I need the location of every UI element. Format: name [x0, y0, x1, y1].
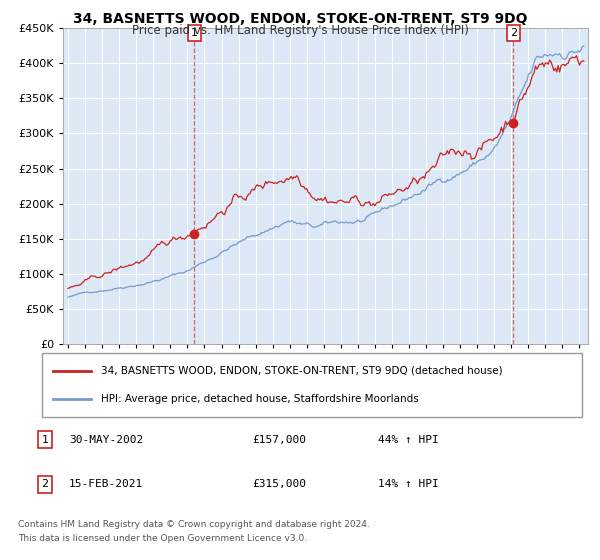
- Text: Contains HM Land Registry data © Crown copyright and database right 2024.: Contains HM Land Registry data © Crown c…: [18, 520, 370, 529]
- Text: £157,000: £157,000: [252, 435, 306, 445]
- Text: This data is licensed under the Open Government Licence v3.0.: This data is licensed under the Open Gov…: [18, 534, 307, 543]
- Text: 1: 1: [191, 28, 198, 38]
- Text: 30-MAY-2002: 30-MAY-2002: [69, 435, 143, 445]
- Text: 14% ↑ HPI: 14% ↑ HPI: [378, 479, 439, 489]
- Text: Price paid vs. HM Land Registry's House Price Index (HPI): Price paid vs. HM Land Registry's House …: [131, 24, 469, 37]
- Text: HPI: Average price, detached house, Staffordshire Moorlands: HPI: Average price, detached house, Staf…: [101, 394, 419, 404]
- Text: 2: 2: [41, 479, 49, 489]
- Text: 44% ↑ HPI: 44% ↑ HPI: [378, 435, 439, 445]
- Text: 34, BASNETTS WOOD, ENDON, STOKE-ON-TRENT, ST9 9DQ (detached house): 34, BASNETTS WOOD, ENDON, STOKE-ON-TRENT…: [101, 366, 503, 376]
- Text: 15-FEB-2021: 15-FEB-2021: [69, 479, 143, 489]
- Text: 2: 2: [510, 28, 517, 38]
- Text: £315,000: £315,000: [252, 479, 306, 489]
- FancyBboxPatch shape: [42, 353, 582, 417]
- Text: 1: 1: [41, 435, 49, 445]
- Text: 34, BASNETTS WOOD, ENDON, STOKE-ON-TRENT, ST9 9DQ: 34, BASNETTS WOOD, ENDON, STOKE-ON-TRENT…: [73, 12, 527, 26]
